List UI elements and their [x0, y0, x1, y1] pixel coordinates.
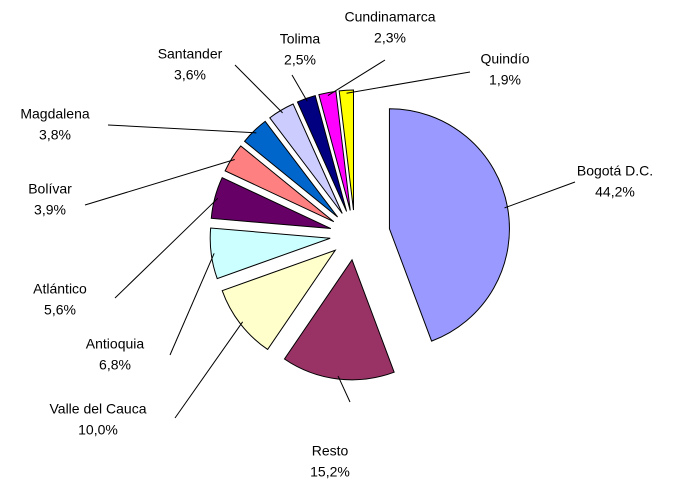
slice-value: 10,0% [78, 422, 118, 438]
leader-line [346, 71, 471, 94]
slice-label: Antioquia [86, 336, 145, 352]
slice-value: 1,9% [489, 72, 521, 88]
leader-line [84, 159, 235, 206]
pie-slice [210, 177, 332, 230]
leader-line [234, 64, 283, 114]
slice-value: 44,2% [595, 184, 635, 200]
slice-label: Quindío [480, 51, 529, 67]
leader-line [174, 321, 244, 419]
slice-label: Resto [312, 443, 349, 459]
pie-slice [221, 249, 337, 351]
slice-label: Valle del Cauca [49, 401, 146, 417]
pie-slice [388, 108, 510, 342]
slice-label: Bolívar [28, 181, 72, 197]
leader-line [327, 59, 386, 97]
leader-line [107, 124, 257, 134]
leader-line [504, 181, 576, 209]
slice-label: Magdalena [20, 106, 89, 122]
pie-slice [283, 258, 395, 381]
slice-value: 15,2% [310, 464, 350, 480]
slice-label: Tolima [280, 31, 321, 47]
slice-label: Bogotá D.C. [577, 163, 653, 179]
pie-slice [296, 95, 348, 212]
slice-value: 2,5% [284, 52, 316, 68]
pie-slice [269, 103, 343, 214]
slice-value: 3,6% [174, 67, 206, 83]
leader-line [337, 375, 351, 403]
slice-label: Santander [158, 46, 223, 62]
slice-label: Cundinamarca [344, 9, 435, 25]
leader-line [114, 197, 219, 299]
slice-value: 2,3% [374, 30, 406, 46]
leader-line [291, 74, 308, 102]
slice-value: 3,8% [39, 127, 71, 143]
slice-value: 6,8% [99, 357, 131, 373]
pie-slice [243, 120, 339, 218]
slice-value: 5,6% [44, 302, 76, 318]
slice-value: 3,9% [34, 202, 66, 218]
slice-label: Atlántico [33, 281, 87, 297]
pie-slice [209, 227, 331, 280]
pie-slice [338, 89, 355, 211]
pie-slice [224, 145, 335, 223]
leader-line [169, 253, 215, 356]
pie-slice [318, 90, 351, 211]
